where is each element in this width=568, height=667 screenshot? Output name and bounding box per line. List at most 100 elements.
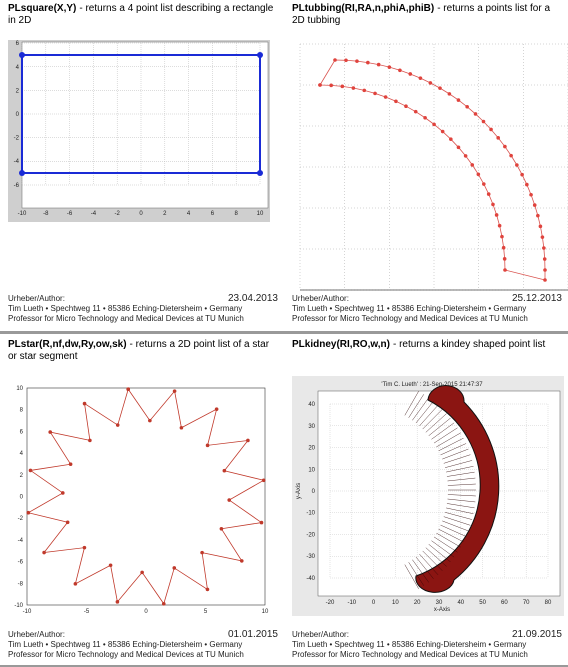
kidney-mesh (412, 397, 429, 421)
tubbing-point (529, 192, 533, 197)
tubbing-point (344, 58, 348, 63)
tubbing-point (362, 88, 367, 93)
date: 21.09.2015 (511, 629, 562, 640)
kidney-mesh (428, 544, 451, 563)
star-point (28, 468, 33, 473)
function-name: PLsquare(X,Y) (8, 3, 77, 14)
tubbing-point (398, 68, 402, 73)
star-point (148, 418, 152, 423)
star-point (227, 498, 232, 502)
kidney-mesh (447, 477, 476, 482)
corner-point (19, 170, 25, 176)
function-description: - returns a 4 point list describing a re… (8, 3, 274, 26)
star-point (172, 389, 177, 393)
tubbing-point (525, 182, 529, 187)
corner-point (19, 52, 25, 58)
tubbing-point (482, 182, 486, 186)
kidney-mesh (442, 448, 469, 460)
y-tick-label: 8 (20, 408, 24, 414)
star-point (161, 601, 166, 606)
tubbing-point (481, 119, 486, 124)
kidney-mesh (447, 483, 476, 486)
x-tick-label: 8 (235, 211, 239, 217)
author-block: Urheber/Author: 23.04.2013 Tim Lueth • Spe… (8, 294, 278, 324)
plot-area (21, 41, 269, 209)
tubbing-point (383, 95, 388, 99)
panel-title: PLsquare(X,Y) - returns a 4 point list de… (8, 3, 278, 27)
star-point (73, 582, 78, 586)
author-line: Tim Lueth • Spechtweg 11 • 85386 Eching-… (292, 640, 527, 649)
kidney-mesh (443, 454, 471, 464)
panel-title: PLkidney(RI,RO,w,n) - returns a kindey sh… (292, 339, 562, 351)
tubbing-point (536, 213, 540, 218)
author-block: Urheber/Author: 01.01.2015 Tim Lueth • Spe… (8, 630, 278, 660)
author-label: Urheber/Author: (8, 294, 65, 303)
x-tick-label: 30 (436, 600, 443, 606)
kidney-mesh (446, 503, 475, 509)
star-point (205, 443, 210, 448)
y-tick-label: -2 (14, 136, 20, 142)
panel: PLkidney(RI,RO,w,n) - returns a kindey sh… (292, 336, 568, 666)
x-tick-label: 10 (392, 600, 399, 606)
y-tick-label: -30 (306, 554, 315, 560)
star-point (65, 520, 70, 525)
tubbing-point (449, 137, 453, 141)
kidney-mesh (447, 494, 476, 497)
function-description: - returns a kindey shaped point list (392, 339, 546, 350)
kidney-mesh (440, 524, 467, 537)
tubbing-point (515, 163, 519, 167)
x-tick-label: -8 (43, 211, 49, 217)
y-tick-label: 20 (308, 446, 315, 452)
y-tick-label: 30 (308, 424, 315, 430)
date: 23.04.2013 (227, 293, 278, 304)
plot-title: 'Tim C. Lueth' : 21-Sep-2015 21:47:37 (381, 382, 483, 388)
star-point (82, 401, 87, 406)
x-tick-label: -20 (326, 600, 335, 606)
star-point (42, 550, 46, 555)
tubbing-point (503, 144, 507, 149)
star-point (108, 563, 113, 568)
star-point (205, 587, 210, 592)
kidney-mesh (433, 427, 458, 444)
y-tick-label: -10 (306, 511, 315, 517)
y-axis-label: y-Axis (296, 483, 302, 499)
y-tick-label: 2 (20, 473, 24, 479)
panel: PLtubbing(RI,RA,n,phiA,phiB) - returns a … (292, 0, 568, 330)
panel-title: PLtubbing(RI,RA,n,phiA,phiB) - returns a … (292, 3, 562, 27)
tubbing-point (387, 65, 392, 69)
tubbing-point (438, 86, 442, 90)
y-tick-label: 6 (16, 41, 20, 47)
kidney-shape (415, 385, 500, 593)
x-tick-label: 40 (457, 600, 464, 606)
tubbing-point (543, 268, 547, 272)
tubbing-point (509, 153, 513, 158)
function-name: PLkidney(RI,RO,w,n) (292, 339, 390, 350)
star-point (140, 570, 144, 575)
plot-image: 'Tim C. Lueth' : 21-Sep-2015 21:47:37 -20… (292, 376, 564, 616)
kidney-mesh (428, 417, 451, 436)
tubbing-point (542, 246, 546, 250)
star-point (214, 407, 219, 411)
author-label: Urheber/Author: (8, 630, 65, 639)
y-tick-label: 2 (16, 88, 20, 94)
tubbing-point (418, 76, 423, 80)
star-point (60, 491, 65, 495)
kidney-mesh (436, 432, 461, 448)
kidney-mesh (445, 460, 473, 468)
y-tick-label: 10 (16, 386, 23, 392)
kidney-mesh (404, 391, 419, 416)
y-tick-label: -8 (18, 581, 24, 587)
corner-point (257, 52, 263, 58)
author-line: Tim Lueth • Spechtweg 11 • 85386 Eching-… (8, 640, 243, 649)
tubbing-point (465, 104, 469, 109)
panel: PLstar(R,nf,dw,Ry,ow,sk) - returns a 2D p… (8, 336, 284, 666)
star-point (239, 559, 244, 563)
date: 25.12.2013 (511, 293, 562, 304)
kidney-mesh (431, 422, 455, 440)
tubbing-point (502, 257, 507, 261)
tubbing-point (340, 84, 345, 89)
tubbing-point (456, 145, 461, 150)
function-description: - returns a 2D point list of a star or s… (8, 339, 270, 362)
kidney-mesh (415, 556, 434, 579)
